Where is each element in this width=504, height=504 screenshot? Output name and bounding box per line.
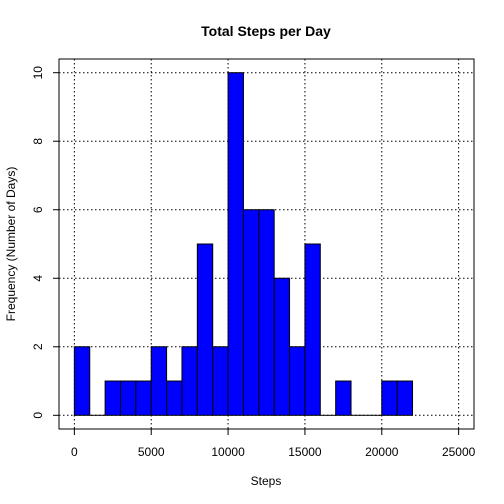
histogram-bar xyxy=(150,346,168,416)
chart-title: Total Steps per Day xyxy=(201,23,331,39)
x-tick-label: 15000 xyxy=(288,445,322,459)
y-tick-label: 4 xyxy=(31,275,45,282)
x-tick-label: 25000 xyxy=(442,445,476,459)
histogram-bar xyxy=(135,380,152,416)
histogram-bar xyxy=(227,72,244,416)
histogram-bar xyxy=(381,380,398,416)
y-axis: 0 2 4 6 8 10 xyxy=(31,66,59,419)
y-tick-label: 2 xyxy=(31,343,45,350)
histogram-bar xyxy=(73,346,91,416)
histogram-bar xyxy=(335,380,352,416)
histogram-bar xyxy=(304,243,321,416)
x-tick-label: 20000 xyxy=(365,445,399,459)
histogram-bar xyxy=(119,380,137,416)
histogram-bar xyxy=(258,209,275,416)
x-axis-label: Steps xyxy=(251,474,282,488)
x-tick-label: 0 xyxy=(71,445,78,459)
histogram-bar xyxy=(242,209,260,416)
histogram-bar xyxy=(196,243,214,416)
x-axis: 0 5000 10000 15000 20000 25000 xyxy=(71,429,476,459)
y-axis-label: Frequency (Number of Days) xyxy=(4,167,18,322)
plot-frame xyxy=(58,58,475,430)
y-tick-label: 6 xyxy=(31,206,45,213)
histogram-bar xyxy=(273,277,291,416)
x-tick-label: 5000 xyxy=(138,445,165,459)
histogram-bar xyxy=(396,380,414,416)
bars xyxy=(73,72,414,416)
y-tick-label: 10 xyxy=(31,66,45,80)
histogram-bar xyxy=(289,346,306,416)
histogram-bar xyxy=(166,380,183,416)
y-tick-label: 8 xyxy=(31,138,45,145)
histogram-bar xyxy=(181,346,198,416)
histogram-bar xyxy=(104,380,121,416)
x-tick-label: 10000 xyxy=(211,445,245,459)
y-tick-label: 0 xyxy=(31,412,45,419)
histogram-bar xyxy=(212,346,229,416)
